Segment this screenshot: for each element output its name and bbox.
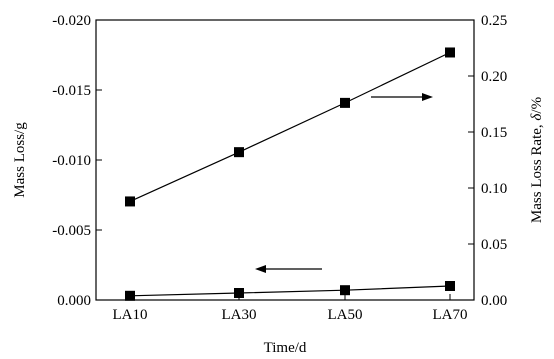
series-line-right (129, 51, 451, 202)
annotation-arrows (255, 93, 433, 273)
right-tick-label: 0.00 (481, 293, 507, 309)
left-tick-label: -0.020 (52, 13, 91, 29)
plot-border (95, 19, 475, 301)
x-tick-label: LA70 (433, 307, 468, 323)
right-axis-title-symbol: δ (529, 113, 545, 121)
left-tick-label: -0.005 (52, 223, 91, 239)
right-axis-title-prefix: Mass Loss Rate, (529, 121, 545, 224)
series-point-right (234, 147, 244, 158)
series-point-left (340, 285, 350, 296)
right-axis-title: Mass Loss Rate, δ/% (529, 97, 545, 223)
arrow-head-left (255, 265, 266, 273)
series-point-left (125, 290, 135, 301)
x-tick-label: LA30 (222, 307, 257, 323)
right-tick-label: 0.15 (481, 125, 507, 141)
series-point-right (340, 97, 350, 108)
plot-frame (95, 19, 475, 301)
left-tick-label: -0.015 (52, 83, 91, 99)
x-axis-title: Time/d (264, 340, 307, 356)
series-point-left (445, 281, 455, 291)
series-point-right (445, 47, 455, 58)
series-layer (125, 47, 455, 301)
right-axis-ticks: 0.00 0.05 0.10 0.15 0.20 0.25 (468, 13, 507, 309)
x-tick-label: LA10 (113, 307, 148, 323)
right-tick-label: 0.20 (481, 69, 507, 85)
series-line-left (129, 285, 451, 297)
x-tick-label: LA50 (328, 307, 363, 323)
right-axis-title-suffix: /% (529, 97, 545, 114)
right-tick-label: 0.05 (481, 237, 507, 253)
x-axis-ticks: LA10 LA30 LA50 LA70 (113, 294, 468, 323)
series-point-left (234, 288, 244, 298)
right-tick-label: 0.25 (481, 13, 507, 29)
arrow-head-right (422, 93, 433, 101)
left-tick-label: -0.010 (52, 153, 91, 169)
left-tick-label: 0.000 (57, 293, 91, 309)
right-tick-label: 0.10 (481, 181, 507, 197)
left-axis-title: Mass Loss/g (12, 122, 28, 198)
series-point-right (125, 196, 135, 207)
left-axis-ticks: 0.000 -0.005 -0.010 -0.015 -0.020 (52, 13, 102, 309)
